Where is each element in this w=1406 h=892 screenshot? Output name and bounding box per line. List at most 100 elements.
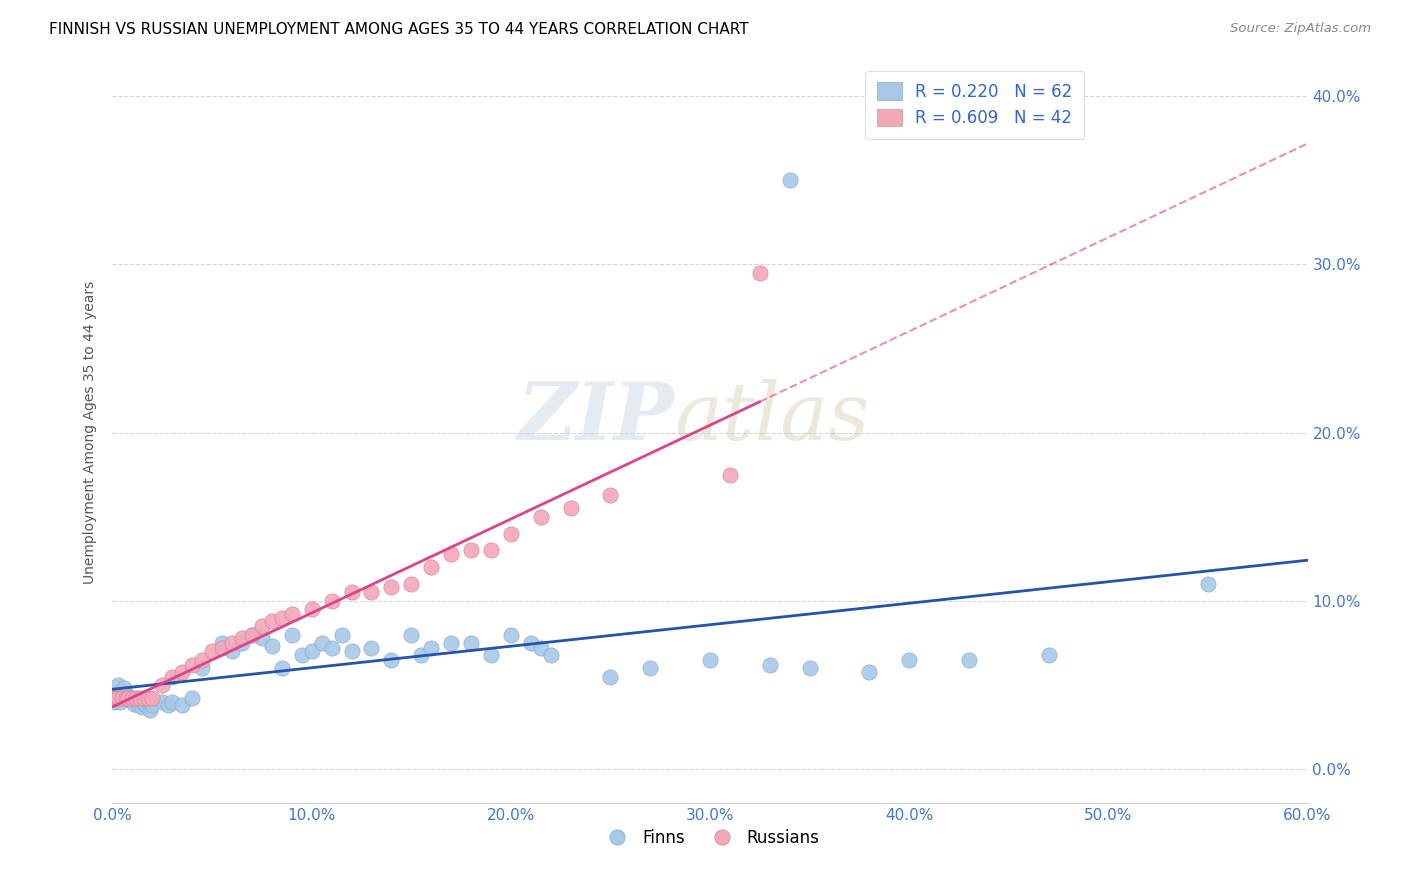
Point	[440, 636, 463, 650]
Point	[520, 636, 543, 650]
Point	[121, 691, 143, 706]
Text: atlas: atlas	[675, 379, 869, 457]
Point	[270, 661, 292, 675]
Point	[340, 644, 363, 658]
Point	[260, 640, 283, 654]
Point	[107, 691, 129, 706]
Point	[135, 698, 157, 713]
Point	[779, 173, 801, 187]
Point	[231, 636, 253, 650]
Point	[121, 691, 143, 706]
Point	[138, 695, 160, 709]
Point	[157, 698, 180, 713]
Point	[291, 648, 314, 662]
Point	[1038, 648, 1060, 662]
Point	[748, 266, 770, 280]
Point	[281, 607, 304, 622]
Point	[107, 678, 129, 692]
Point	[560, 501, 582, 516]
Point	[420, 640, 443, 655]
Point	[957, 653, 980, 667]
Point	[460, 636, 482, 650]
Point	[401, 627, 423, 641]
Text: Source: ZipAtlas.com: Source: ZipAtlas.com	[1230, 22, 1371, 36]
Point	[270, 610, 292, 624]
Point	[718, 467, 741, 482]
Point	[440, 547, 463, 561]
Point	[134, 697, 156, 711]
Point	[125, 693, 148, 707]
Point	[117, 690, 139, 704]
Point	[231, 631, 253, 645]
Point	[129, 695, 152, 709]
Point	[599, 488, 621, 502]
Point	[321, 594, 343, 608]
Point	[799, 661, 821, 675]
Point	[301, 602, 323, 616]
Point	[898, 653, 921, 667]
Point	[124, 697, 146, 711]
Point	[115, 691, 138, 706]
Point	[162, 695, 183, 709]
Point	[221, 636, 243, 650]
Point	[191, 661, 214, 675]
Point	[301, 644, 323, 658]
Point	[141, 698, 163, 713]
Point	[759, 657, 782, 672]
Point	[530, 640, 553, 655]
Point	[1197, 577, 1219, 591]
Point	[150, 678, 173, 692]
Point	[311, 636, 333, 650]
Point	[131, 699, 153, 714]
Point	[250, 631, 273, 645]
Point	[211, 636, 233, 650]
Legend: Finns, Russians: Finns, Russians	[593, 822, 827, 854]
Point	[111, 691, 134, 706]
Point	[530, 509, 553, 524]
Point	[460, 543, 482, 558]
Point	[540, 648, 562, 662]
Point	[134, 691, 156, 706]
Point	[260, 614, 283, 628]
Point	[105, 691, 128, 706]
Point	[599, 670, 621, 684]
Point	[125, 691, 148, 706]
Point	[360, 585, 382, 599]
Point	[110, 695, 132, 709]
Point	[360, 640, 382, 655]
Point	[640, 661, 662, 675]
Point	[321, 640, 343, 655]
Point	[699, 653, 721, 667]
Point	[201, 644, 224, 658]
Point	[117, 691, 139, 706]
Point	[181, 691, 204, 706]
Point	[129, 691, 152, 706]
Point	[105, 686, 128, 700]
Point	[420, 560, 443, 574]
Point	[103, 691, 125, 706]
Point	[211, 640, 233, 655]
Y-axis label: Unemployment Among Ages 35 to 44 years: Unemployment Among Ages 35 to 44 years	[83, 281, 97, 584]
Point	[401, 577, 423, 591]
Point	[499, 526, 522, 541]
Point	[162, 670, 183, 684]
Point	[380, 581, 402, 595]
Point	[250, 619, 273, 633]
Point	[240, 627, 263, 641]
Point	[172, 698, 194, 713]
Point	[138, 691, 160, 706]
Point	[411, 648, 433, 662]
Point	[479, 648, 502, 662]
Point	[340, 585, 363, 599]
Point	[181, 657, 204, 672]
Point	[479, 543, 502, 558]
Point	[115, 688, 138, 702]
Point	[150, 695, 173, 709]
Point	[499, 627, 522, 641]
Point	[111, 691, 134, 706]
Point	[127, 698, 149, 713]
Point	[281, 627, 304, 641]
Point	[330, 627, 353, 641]
Text: ZIP: ZIP	[517, 379, 675, 457]
Point	[120, 693, 142, 707]
